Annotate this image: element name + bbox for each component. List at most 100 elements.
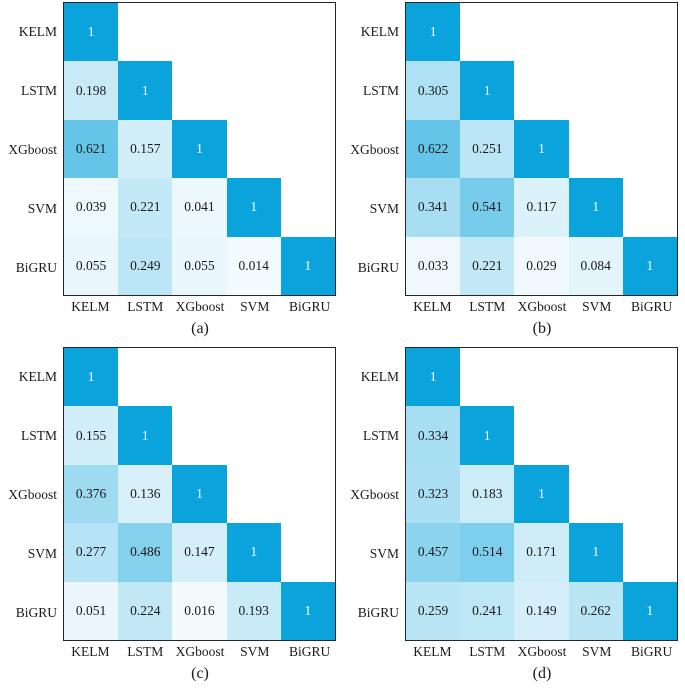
heatmap-cell: 0.041 (172, 178, 227, 237)
x-axis-labels: KELM LSTM XGboost SVM BiGRU (405, 299, 679, 315)
y-axis-label: LSTM (362, 82, 399, 98)
heatmap-cell (172, 406, 227, 465)
heatmap-cell (622, 119, 677, 179)
heatmap-cell (568, 119, 623, 179)
y-axis-label: SVM (27, 200, 57, 216)
x-axis-label: XGboost (175, 299, 225, 314)
heatmap-cell (568, 348, 623, 407)
heatmap-cell: 0.055 (172, 236, 227, 295)
heatmap-cell: 0.149 (514, 581, 569, 640)
heatmap-cell (514, 406, 569, 465)
x-axis-label: XGboost (175, 644, 225, 659)
panel-caption: (d) (532, 665, 552, 682)
panel-caption: (b) (532, 320, 552, 337)
heatmap-cell: 0.033 (406, 236, 461, 295)
heatmap-cell (118, 3, 173, 62)
heatmap-cell: 0.136 (118, 464, 173, 524)
y-axis-label: BiGRU (357, 259, 399, 275)
heatmap-cell (226, 406, 281, 465)
heatmap-cell (280, 464, 335, 524)
heatmap-cell: 1 (172, 119, 227, 179)
heatmap-cell (226, 119, 281, 179)
y-axis-labels: KELM LSTM XGboost SVM BiGRU (342, 2, 399, 297)
panel-caption: (a) (191, 320, 209, 337)
heatmap-cell: 1 (460, 61, 515, 120)
y-axis-label: SVM (369, 200, 399, 216)
y-axis-label: KELM (18, 368, 57, 384)
heatmap-cell: 0.029 (514, 236, 569, 295)
heatmap-cell: 0.241 (460, 581, 515, 640)
x-axis-label: KELM (71, 299, 110, 314)
heatmap-cell: 0.621 (64, 119, 119, 179)
heatmap-cell (622, 178, 677, 237)
heatmap-cell (568, 61, 623, 120)
y-axis-label: XGboost (350, 141, 399, 157)
heatmap-cell: 0.039 (64, 178, 119, 237)
heatmap-cell: 1 (172, 464, 227, 524)
y-axis-label: XGboost (8, 486, 57, 502)
heatmap-cell: 1 (406, 3, 461, 62)
heatmap-cell: 0.457 (406, 523, 461, 582)
y-axis-labels: KELM LSTM XGboost SVM BiGRU (342, 347, 399, 642)
heatmap-cell: 0.171 (514, 523, 569, 582)
panel-d: KELM LSTM XGboost SVM BiGRU 1 0.334 1 0.323 0.18… (342, 345, 685, 691)
y-axis-label: XGboost (8, 141, 57, 157)
panel-c: KELM LSTM XGboost SVM BiGRU 1 0.155 1 0.376 0.13… (0, 345, 342, 691)
heatmap-cell (514, 3, 569, 62)
heatmap-cell: 0.055 (64, 236, 119, 295)
x-axis-label: XGboost (517, 644, 567, 659)
heatmap-cell: 0.117 (514, 178, 569, 237)
heatmap-cell: 0.277 (64, 523, 119, 582)
y-axis-label: LSTM (362, 427, 399, 443)
panel-b: KELM LSTM XGboost SVM BiGRU 1 0.305 1 0.622 0.25… (342, 0, 685, 345)
heatmap-cell: 1 (622, 581, 677, 640)
x-axis-label: KELM (413, 299, 452, 314)
heatmap-cell: 1 (64, 3, 119, 62)
y-axis-label: KELM (18, 23, 57, 39)
heatmap-cell: 0.251 (460, 119, 515, 179)
y-axis-label: XGboost (350, 486, 399, 502)
x-axis-labels: KELM LSTM XGboost SVM BiGRU (63, 644, 337, 660)
heatmap-cell: 0.155 (64, 406, 119, 465)
y-axis-labels: KELM LSTM XGboost SVM BiGRU (0, 347, 57, 642)
heatmap-a: 1 0.198 1 0.621 0.157 1 0.039 0.221 0.041 1 0.055 0… (63, 2, 336, 296)
heatmap-cell: 0.157 (118, 119, 173, 179)
heatmap-cell: 1 (568, 523, 623, 582)
heatmap-cell: 0.486 (118, 523, 173, 582)
y-axis-label: BiGRU (357, 604, 399, 620)
y-axis-label: LSTM (20, 82, 57, 98)
heatmap-cell: 0.014 (226, 236, 281, 295)
heatmap-cell (280, 61, 335, 120)
x-axis-label: BiGRU (288, 299, 331, 314)
heatmap-cell (622, 61, 677, 120)
heatmap-cell (622, 348, 677, 407)
x-axis-label: BiGRU (630, 299, 673, 314)
heatmap-cell (622, 523, 677, 582)
heatmap-cell (568, 3, 623, 62)
heatmap-cell: 1 (514, 464, 569, 524)
heatmap-cell: 0.262 (568, 581, 623, 640)
heatmap-cell: 1 (460, 406, 515, 465)
heatmap-cell (622, 464, 677, 524)
x-axis-label: SVM (240, 644, 270, 659)
heatmap-cell: 1 (64, 348, 119, 407)
heatmap-cell (226, 3, 281, 62)
heatmap-cell: 0.334 (406, 406, 461, 465)
y-axis-label: SVM (369, 545, 399, 561)
heatmap-cell (280, 523, 335, 582)
heatmap-cell: 1 (622, 236, 677, 295)
heatmap-cell (280, 119, 335, 179)
heatmap-cell (118, 348, 173, 407)
heatmap-cell (280, 3, 335, 62)
heatmap-cell (226, 61, 281, 120)
x-axis-label: SVM (240, 299, 270, 314)
heatmap-cell (172, 3, 227, 62)
heatmap-cell: 1 (568, 178, 623, 237)
heatmap-cell (280, 406, 335, 465)
heatmap-cell: 0.376 (64, 464, 119, 524)
heatmap-cell: 1 (514, 119, 569, 179)
x-axis-label: KELM (71, 644, 110, 659)
heatmap-cell: 0.147 (172, 523, 227, 582)
heatmap-cell: 1 (280, 236, 335, 295)
